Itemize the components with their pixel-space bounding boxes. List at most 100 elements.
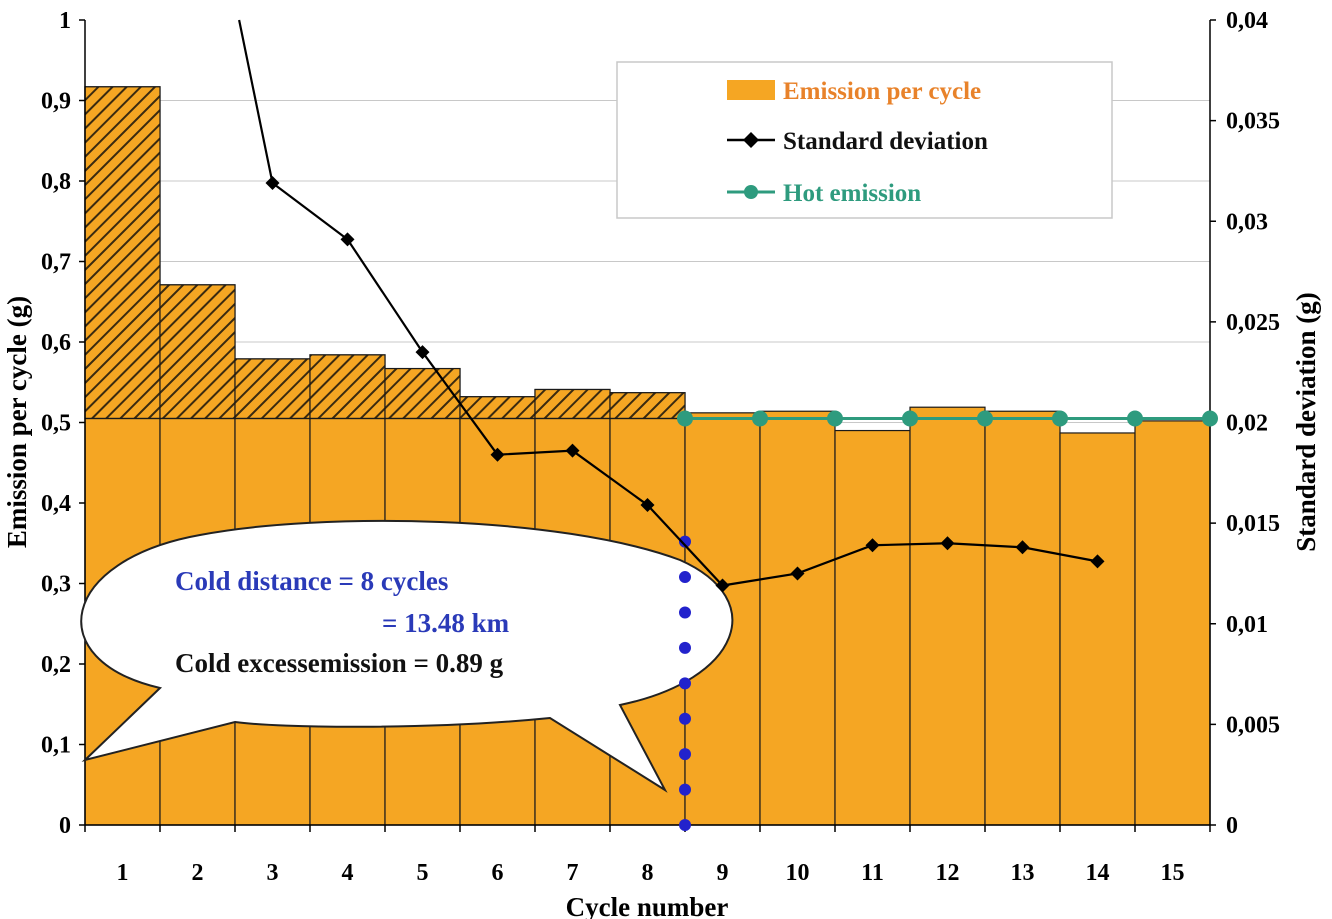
x-tick-label: 2 — [192, 860, 204, 886]
hot-emission-point — [1202, 410, 1218, 427]
x-tick-label: 1 — [117, 860, 129, 886]
boundary-dot — [679, 712, 691, 725]
hot-emission-series — [677, 410, 1218, 427]
callout-line-2: = 13.48 km — [382, 608, 510, 638]
y-tick-label: 1 — [59, 8, 71, 34]
y-tick-label: 0,5 — [41, 411, 71, 437]
x-tick-label: 9 — [717, 860, 729, 886]
y2-tick-label: 0,035 — [1226, 109, 1280, 135]
hot-emission-point — [1127, 410, 1143, 427]
callout-bubble — [80, 519, 734, 793]
y2-tick-label: 0,01 — [1226, 612, 1268, 638]
x-tick-label: 13 — [1011, 860, 1035, 886]
bar-cycle-13 — [984, 410, 1061, 826]
boundary-dot — [679, 748, 691, 761]
stddev-point — [1090, 554, 1105, 569]
boundary-dot — [679, 783, 691, 796]
y2-axis-ticks: 0 0,005 0,01 0,015 0,02 0,025 0,03 0,035 0,04 — [1210, 8, 1280, 839]
hatch-cycle-3 — [234, 358, 311, 420]
y-tick-label: 0,7 — [41, 250, 71, 276]
hatch-cycle-8 — [609, 392, 686, 420]
y-axis-title: Emission per cycle (g) — [2, 296, 32, 548]
x-tick-label: 6 — [492, 860, 504, 886]
y-tick-label: 0,9 — [41, 89, 71, 115]
hot-emission-point — [902, 410, 918, 427]
hatch-cycle-2 — [159, 284, 236, 420]
y2-tick-label: 0,04 — [1226, 8, 1268, 34]
y2-tick-label: 0,02 — [1226, 411, 1268, 437]
x-tick-label: 14 — [1086, 860, 1110, 886]
boundary-dot — [679, 819, 691, 831]
stddev-point — [490, 447, 505, 462]
hatch-cycle-5 — [384, 367, 461, 420]
boundary-dot — [679, 535, 691, 548]
legend-label-stddev: Standard deviation — [783, 128, 988, 155]
y2-tick-label: 0 — [1226, 813, 1238, 839]
legend-marker-hot-icon — [744, 185, 758, 199]
y-tick-label: 0,1 — [41, 733, 71, 759]
y-tick-label: 0,4 — [41, 491, 71, 517]
callout: Cold distance = 8 cycles = 13.48 km Cold… — [80, 519, 734, 793]
hot-emission-point — [1052, 410, 1068, 427]
bar-cycle-10 — [759, 410, 836, 826]
y-tick-label: 0,8 — [41, 169, 71, 195]
x-tick-label: 8 — [642, 860, 654, 886]
stddev-point — [940, 536, 955, 551]
boundary-dot — [679, 606, 691, 619]
y2-tick-label: 0,005 — [1226, 712, 1280, 738]
boundary-dot — [679, 677, 691, 690]
x-tick-label: 4 — [342, 860, 354, 886]
x-tick-label: 7 — [567, 860, 579, 886]
stddev-point — [340, 232, 355, 247]
legend-label-emission: Emission per cycle — [783, 78, 981, 105]
y2-tick-label: 0,015 — [1226, 511, 1280, 537]
x-axis-title: Cycle number — [566, 892, 729, 919]
x-tick-label: 12 — [936, 860, 960, 886]
bar-cycle-11 — [834, 429, 911, 826]
stddev-point — [415, 345, 430, 360]
bar-cycle-15 — [1134, 420, 1211, 826]
x-tick-label: 5 — [417, 860, 429, 886]
hatch-cycle-6 — [459, 396, 536, 420]
hatch-cycle-4 — [309, 354, 386, 420]
stddev-point — [790, 566, 805, 581]
x-tick-label: 10 — [786, 860, 810, 886]
hot-emission-point — [977, 410, 993, 427]
stddev-point — [565, 443, 580, 458]
y2-tick-label: 0,03 — [1226, 209, 1268, 235]
cold-boundary-dots — [679, 535, 691, 831]
y-tick-label: 0,3 — [41, 572, 71, 598]
x-tick-label: 15 — [1161, 860, 1185, 886]
hot-emission-point — [752, 410, 768, 427]
legend-box — [616, 61, 1113, 219]
legend-marker-stddev-icon — [743, 132, 759, 148]
cold-excess-hatching — [84, 86, 686, 420]
stddev-point — [1015, 540, 1030, 555]
callout-line-1: Cold distance = 8 cycles — [175, 566, 448, 596]
hot-emission-point — [827, 410, 843, 427]
x-tick-label: 3 — [267, 860, 279, 886]
legend: Emission per cycle Standard deviation Ho… — [616, 61, 1113, 219]
boundary-dot — [679, 571, 691, 584]
y-axis-ticks: 0 0,1 0,2 0,3 0,4 0,5 0,6 0,7 0,8 0,9 1 — [41, 8, 85, 839]
bar-cycle-12 — [909, 406, 986, 826]
stddev-point — [265, 176, 280, 191]
bar-cycle-14 — [1059, 432, 1136, 826]
x-tick-label: 11 — [861, 860, 884, 886]
y-tick-label: 0,2 — [41, 652, 71, 678]
boundary-dot — [679, 641, 691, 654]
hatch-cycle-1 — [84, 86, 161, 420]
hatch-cycle-7 — [534, 388, 611, 420]
stddev-series — [238, 19, 1105, 593]
y2-tick-label: 0,025 — [1226, 310, 1280, 336]
y-tick-label: 0 — [59, 813, 71, 839]
x-axis-ticks: 1 2 3 4 5 6 7 8 9 10 11 12 13 14 15 — [84, 825, 1211, 886]
stddev-point — [640, 498, 655, 513]
hot-emission-point — [677, 410, 693, 427]
y2-axis-title: Standard deviation (g) — [1291, 292, 1321, 552]
callout-line-3: Cold excessemission = 0.89 g — [175, 648, 504, 678]
stddev-point — [715, 578, 730, 593]
y-tick-label: 0,6 — [41, 330, 71, 356]
legend-swatch-emission — [727, 80, 775, 100]
